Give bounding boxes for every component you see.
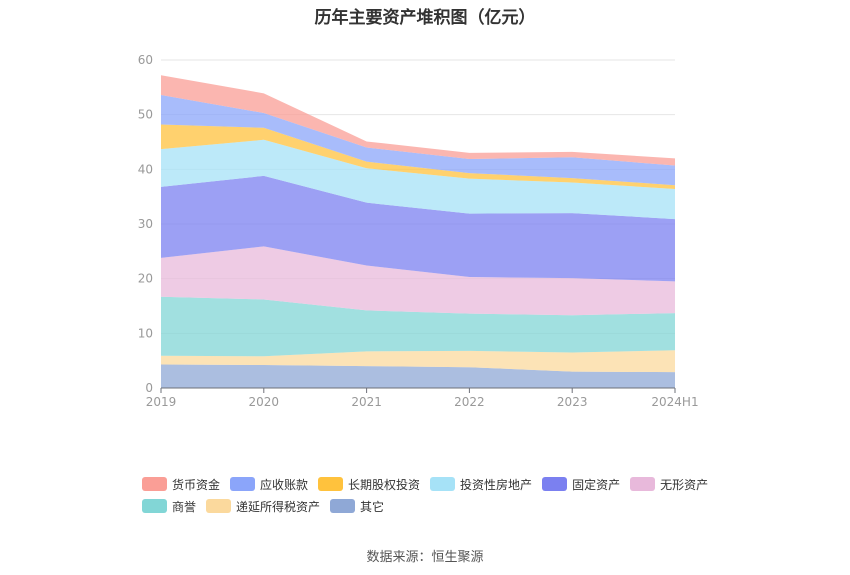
chart-title: 历年主要资产堆积图（亿元） [314,8,536,28]
legend-item-0[interactable]: 货币资金 [142,473,220,495]
legend-item-8[interactable]: 其它 [330,495,384,517]
area-series-2 [161,296,675,357]
y-tick-label: 20 [138,272,153,286]
x-tick-labels: 2019 2020 2021 2022 2023 2024H1 [146,395,699,409]
legend-label: 应收账款 [260,477,309,492]
legend-swatch [630,477,656,491]
y-tick-label: 50 [138,108,153,122]
y-tick-label: 60 [138,53,153,67]
legend-label: 长期股权投资 [348,477,421,492]
legend-label: 固定资产 [572,477,621,492]
legend-label: 无形资产 [660,477,709,492]
legend-item-4[interactable]: 固定资产 [542,473,620,495]
area-series-4 [161,175,675,282]
y-tick-label: 0 [145,381,153,395]
y-tick-label: 30 [138,217,153,231]
area-series-0 [161,364,675,388]
legend-label: 递延所得税资产 [236,499,321,514]
legend-swatch [318,477,344,491]
area-series-6 [161,124,675,190]
legend-label: 货币资金 [172,477,221,492]
area-series-8 [161,75,675,166]
legend-label: 其它 [360,499,385,514]
legend-label: 商誉 [172,499,197,514]
legend-swatch [542,477,568,491]
area-series-1 [161,350,675,373]
x-tick-label: 2019 [146,395,177,409]
x-tick-label: 2024H1 [651,395,698,409]
legend-item-5[interactable]: 无形资产 [630,473,708,495]
legend: 货币资金 应收账款 长期股权投资 投资性房地产 固定资产 无形资产商誉 递延所得税资产 其它 [142,473,742,517]
area-series-7 [161,94,675,186]
x-axis [160,387,676,393]
stacked-area-chart: 0 10 20 30 40 50 60 2019 2020 2021 2022 2023 2024H1 [138,53,699,409]
legend-row: 货币资金 应收账款 长期股权投资 投资性房地产 固定资产 无形资产商誉 递延所得税资产 其它 [142,473,742,517]
legend-item-2[interactable]: 长期股权投资 [318,473,420,495]
legend-swatch [430,477,456,491]
legend-item-7[interactable]: 递延所得税资产 [206,495,320,517]
legend-swatch [330,499,356,513]
legend-swatch [142,477,167,491]
legend-item-1[interactable]: 应收账款 [230,473,308,495]
y-tick-labels: 0 10 20 30 40 50 60 [138,53,153,395]
area-series-5 [161,139,675,220]
x-tick-label: 2023 [557,395,588,409]
legend-item-6[interactable]: 商誉 [142,495,196,517]
x-tick-label: 2022 [454,395,485,409]
x-tick-label: 2021 [351,395,382,409]
x-tick-label: 2020 [249,395,280,409]
y-tick-label: 10 [138,326,153,340]
legend-swatch [230,477,256,491]
legend-label: 投资性房地产 [460,477,533,492]
area-series [161,75,675,388]
legend-item-3[interactable]: 投资性房地产 [430,473,532,495]
legend-swatch [206,499,232,513]
y-tick-label: 40 [138,162,153,176]
legend-swatch [142,499,167,513]
area-series-3 [161,246,675,316]
source-note: 数据来源：恒生聚源 [366,550,484,565]
